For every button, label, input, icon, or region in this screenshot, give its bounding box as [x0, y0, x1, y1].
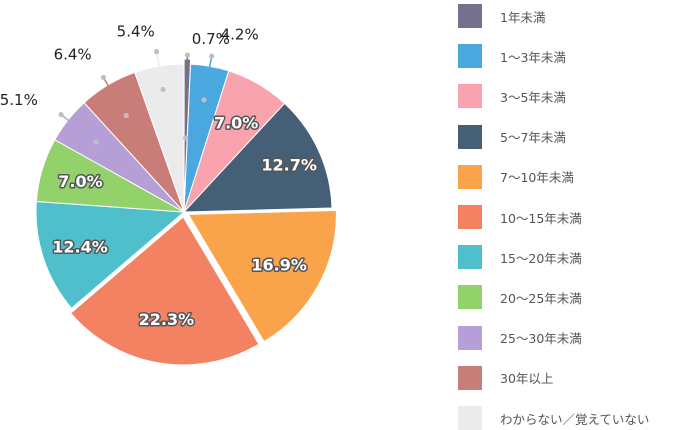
data-label-25-30y: 5.1%: [0, 91, 38, 109]
data-label-1-3y: 4.2%: [221, 25, 259, 43]
leader-line-1-3y: [203, 55, 213, 100]
legend-swatch-20-25y: [458, 285, 482, 310]
leader-dot-unknown: [153, 48, 160, 55]
data-label-15-20y: 12.4%: [52, 237, 108, 256]
legend-swatch-15-20y: [458, 245, 482, 270]
leader-line-lt-1y: [184, 55, 189, 139]
leader-dot-1-3y: [201, 97, 207, 103]
pie-slice-7-10y: [187, 209, 337, 343]
leader-dot-lt-1y: [184, 52, 191, 58]
leader-line-25-30y: [60, 113, 97, 143]
data-label-30y-plus: 6.4%: [54, 46, 92, 64]
legend-swatch-1-3y: [458, 44, 482, 69]
legend-item-15-20y: 15～20年未満: [458, 245, 582, 270]
legend-item-3-5y: 3～5年未満: [458, 84, 566, 109]
data-label-20-25y: 7.0%: [58, 172, 102, 191]
leader-line-30y-plus: [102, 77, 127, 116]
legend-label-20-25y: 20～25年未満: [500, 290, 582, 306]
legend-item-30y-plus: 30年以上: [458, 365, 554, 390]
pie-slice-15-20y: [35, 201, 186, 309]
data-labels: 0.7%4.2% 7.0% 12.7% 16.9% 22.3% 12.4% 7.0% 5.1%…: [0, 23, 318, 331]
leader-dot-lt-1y: [183, 135, 189, 141]
legend-swatch-10-15y: [458, 205, 482, 229]
legend-item-10-15y: 10～15年未満: [458, 205, 582, 229]
legend-label-7-10y: 7～10年未満: [500, 170, 574, 186]
leader-line-unknown: [155, 51, 164, 90]
data-label-unknown: 5.4%: [117, 23, 155, 41]
legend-label-15-20y: 15～20年未満: [500, 250, 582, 266]
legend-swatch-5-7y: [458, 124, 482, 149]
legend-item-25-30y: 25～30年未満: [458, 325, 582, 350]
legend-item-1-3y: 1～3年未満: [458, 44, 566, 69]
legend-swatch-30y-plus: [458, 365, 482, 390]
legend-label-3-5y: 3～5年未満: [500, 89, 566, 105]
data-label-3-5y: 7.0%: [214, 113, 258, 132]
data-label-lt-1y: 0.7%: [192, 30, 230, 48]
leader-dot-1-3y: [209, 53, 215, 59]
legend-swatch-unknown: [458, 406, 482, 430]
pie-chart: 0.7%4.2% 7.0% 12.7% 16.9% 22.3% 12.4% 7.0% 5.1%…: [0, 23, 337, 366]
leader-dot-30y-plus: [100, 74, 106, 81]
leader-dot-25-30y: [58, 111, 64, 118]
leader-dot-25-30y: [93, 139, 99, 145]
data-label-10-15y: 22.3%: [139, 310, 195, 329]
legend-label-unknown: わからない／覚えていない: [500, 411, 650, 427]
legend-label-10-15y: 10～15年未満: [500, 210, 582, 226]
legend-label-25-30y: 25～30年未満: [500, 331, 582, 347]
legend-item-7-10y: 7～10年未満: [458, 164, 574, 189]
legend-label-1-3y: 1～3年未満: [500, 49, 566, 65]
legend-swatch-25-30y: [458, 325, 482, 350]
legend-label-5-7y: 5～7年未満: [500, 130, 566, 146]
data-label-7-10y: 16.9%: [251, 255, 307, 274]
leader-dot-30y-plus: [123, 112, 129, 119]
legend-item-lt-1y: 1年未満: [458, 4, 545, 28]
legend-swatch-3-5y: [458, 84, 482, 109]
legend-item-20-25y: 20～25年未満: [458, 285, 582, 310]
pie-slice-10-15y: [70, 216, 260, 366]
legend-item-unknown: わからない／覚えていない: [458, 406, 649, 430]
legend-label-30y-plus: 30年以上: [500, 371, 554, 387]
legend-swatch-lt-1y: [458, 4, 482, 28]
leader-lines: [58, 48, 215, 145]
pie-slices: [35, 58, 337, 366]
legend: 1年未満 1～3年未満 3～5年未満 5～7年未満 7～10年未満 10～15年未満 15～…: [458, 0, 680, 430]
legend-item-5-7y: 5～7年未満: [458, 124, 566, 149]
data-label-5-7y: 12.7%: [261, 155, 317, 174]
pie-slice-5-7y: [182, 102, 333, 213]
legend-label-lt-1y: 1年未満: [500, 9, 546, 25]
leader-dot-unknown: [160, 86, 166, 93]
legend-swatch-7-10y: [458, 164, 482, 189]
